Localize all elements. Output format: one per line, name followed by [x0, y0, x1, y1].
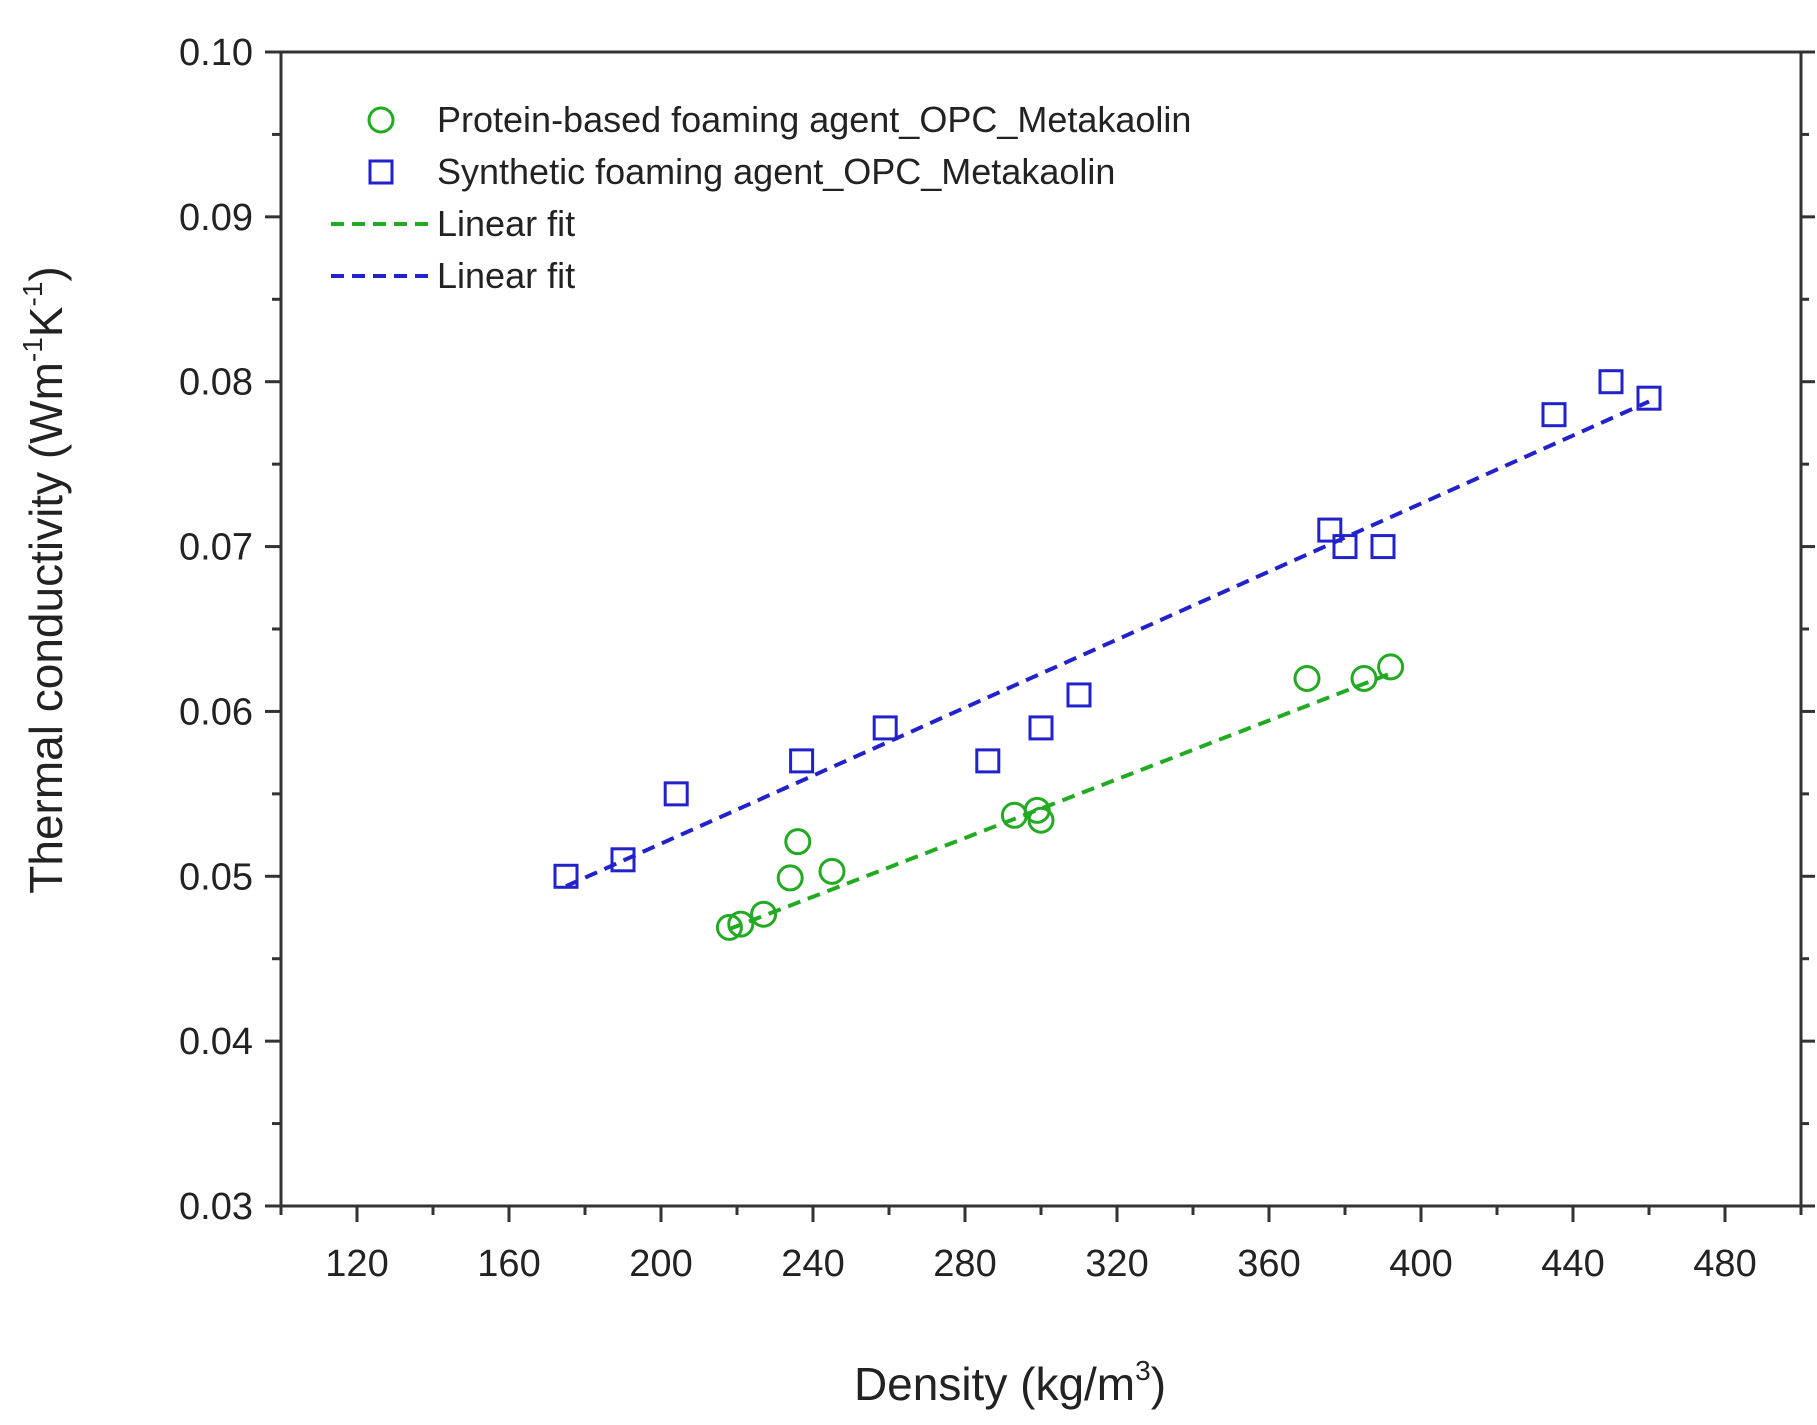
x-tick-label: 480 [1693, 1243, 1756, 1285]
y-tick-label: 0.09 [179, 197, 253, 239]
synthetic-data-point [1066, 682, 1092, 708]
y-axis-title: Thermal conductivity (Wm-1K-1) [17, 266, 72, 893]
protein-data-point [1293, 664, 1321, 692]
synthetic-data-point [872, 715, 898, 741]
x-tick-label: 200 [629, 1243, 692, 1285]
fit-line [565, 399, 1650, 889]
y-tick-label: 0.10 [179, 32, 253, 74]
protein-data-point [1027, 806, 1055, 834]
protein-data-point [1377, 653, 1405, 681]
legend-item-fit-protein: Linear fit [331, 203, 575, 244]
x-tick-label: 280 [933, 1243, 996, 1285]
legend-item-fit-synthetic: Linear fit [331, 255, 575, 296]
legend-label: Linear fit [437, 203, 575, 244]
legend: Protein-based foaming agent_OPC_Metakaol… [331, 99, 1191, 296]
x-tick-label: 120 [325, 1243, 388, 1285]
protein-data-point [750, 900, 778, 928]
protein-data-point [784, 828, 812, 856]
synthetic-data-point [663, 781, 689, 807]
synthetic-data-point [1317, 517, 1343, 543]
y-axis: 0.03 0.04 0.05 0.06 0.07 0.08 0.09 0.10 [179, 32, 1815, 1228]
fit-lines [565, 399, 1650, 931]
legend-label: Protein-based foaming agent_OPC_Metakaol… [437, 99, 1191, 140]
legend-item-protein: Protein-based foaming agent_OPC_Metakaol… [367, 99, 1191, 140]
x-tick-label: 440 [1541, 1243, 1604, 1285]
legend-symbol [368, 159, 394, 185]
x-tick-label: 400 [1389, 1243, 1452, 1285]
x-tick-label: 360 [1237, 1243, 1300, 1285]
y-tick-label: 0.06 [179, 691, 253, 733]
synthetic-data-point [1370, 534, 1396, 560]
y-tick-label: 0.03 [179, 1186, 253, 1228]
protein-data-point [818, 857, 846, 885]
synthetic-data-point [1636, 385, 1662, 411]
x-tick-label: 240 [781, 1243, 844, 1285]
synthetic-data-point [610, 847, 636, 873]
synthetic-data-point [553, 863, 579, 889]
y-tick-label: 0.05 [179, 856, 253, 898]
y-tick-label: 0.07 [179, 527, 253, 569]
synthetic-data-point [1028, 715, 1054, 741]
legend-symbol [367, 106, 395, 134]
protein-data-point [1000, 801, 1028, 829]
x-axis-title: Density (kg/m3) [854, 1355, 1166, 1410]
protein-data-point [727, 910, 755, 938]
synthetic-data-point [1332, 534, 1358, 560]
y-tick-label: 0.04 [179, 1021, 253, 1063]
synthetic-data-point [789, 748, 815, 774]
legend-label: Linear fit [437, 255, 575, 296]
legend-label: Synthetic foaming agent_OPC_Metakaolin [437, 151, 1115, 192]
synthetic-data-point [1541, 402, 1567, 428]
x-axis: 120 160 200 240 280 320 360 400 440 480 [279, 1206, 1803, 1285]
data-points [553, 369, 1662, 941]
protein-data-point [776, 864, 804, 892]
legend-item-synthetic: Synthetic foaming agent_OPC_Metakaolin [368, 151, 1115, 192]
protein-data-point [1350, 664, 1378, 692]
synthetic-data-point [1598, 369, 1624, 395]
protein-data-point [715, 913, 743, 941]
x-tick-label: 160 [477, 1243, 540, 1285]
y-tick-label: 0.08 [179, 362, 253, 404]
x-tick-label: 320 [1085, 1243, 1148, 1285]
synthetic-data-point [975, 748, 1001, 774]
fit-line [728, 671, 1392, 931]
